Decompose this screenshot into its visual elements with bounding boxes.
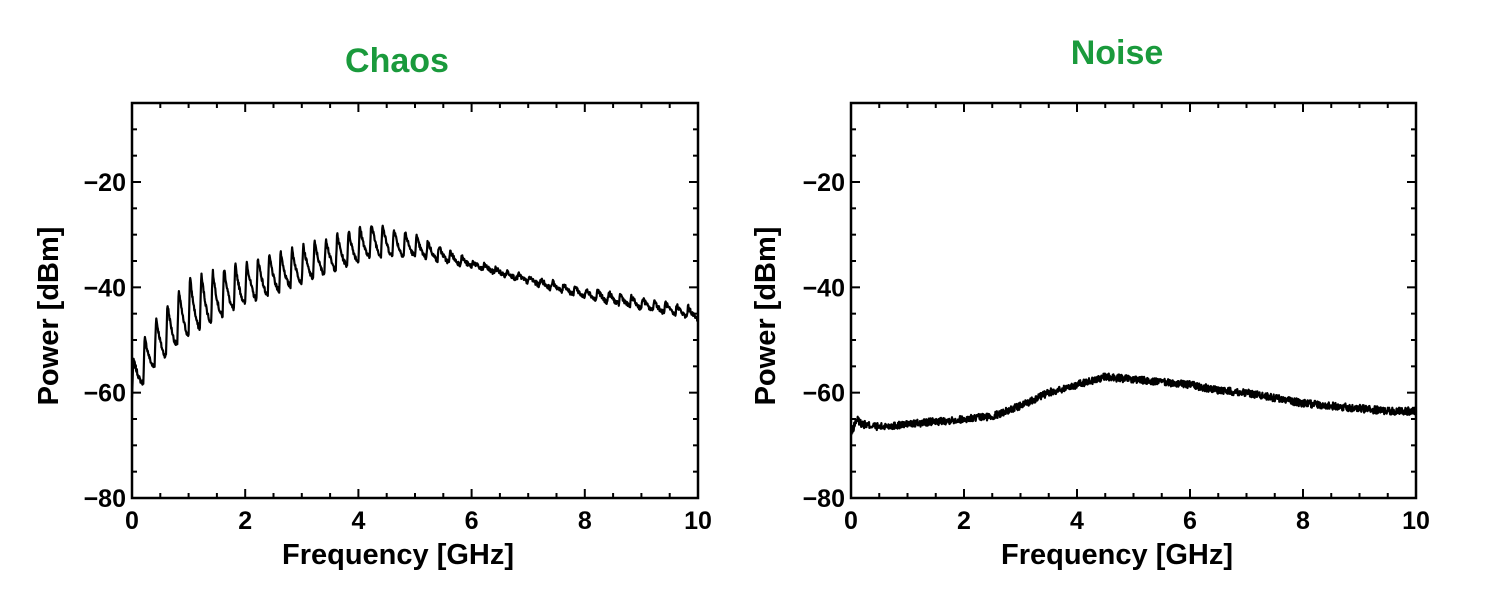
noise-plot-frame — [849, 101, 1418, 500]
chaos-ticks — [131, 102, 699, 499]
y-tick-label: −40 — [84, 274, 126, 302]
y-tick-label: −20 — [84, 169, 126, 197]
x-tick-label: 0 — [125, 507, 139, 535]
x-tick-label: 2 — [238, 507, 252, 535]
chaos-tick-labels: 0 2 4 6 8 10 −80 −60 −40 −20 — [84, 169, 712, 535]
chaos-spectrum-line — [130, 224, 700, 398]
y-tick-label: −60 — [84, 380, 126, 408]
noise-panel: Noise 0 2 4 6 8 10 −80 −60 −40 −20 Frequency [GHz… — [750, 34, 1430, 571]
chaos-trace — [130, 224, 700, 398]
noise-ticks — [850, 102, 1417, 499]
x-tick-label: 0 — [844, 507, 858, 535]
x-tick-label: 6 — [1183, 507, 1197, 535]
y-tick-label: −40 — [803, 274, 845, 302]
y-tick-label: −80 — [84, 485, 126, 513]
x-tick-label: 4 — [351, 507, 365, 535]
x-tick-label: 2 — [957, 507, 971, 535]
noise-tick-labels: 0 2 4 6 8 10 −80 −60 −40 −20 — [803, 169, 1430, 535]
chaos-title: Chaos — [345, 42, 449, 80]
noise-x-axis-label: Frequency [GHz] — [1001, 539, 1233, 571]
x-tick-label: 4 — [1070, 507, 1084, 535]
noise-trace — [849, 372, 1418, 436]
chaos-x-axis-label: Frequency [GHz] — [282, 539, 514, 571]
noise-title: Noise — [1071, 34, 1164, 72]
y-tick-label: −80 — [803, 485, 845, 513]
x-tick-label: 6 — [465, 507, 479, 535]
chaos-panel: Chaos 0 2 4 6 8 10 −80 −60 −40 −20 Frequency [GHz… — [33, 42, 712, 571]
y-tick-label: −20 — [803, 169, 845, 197]
x-tick-label: 8 — [578, 507, 592, 535]
noise-y-axis-label: Power [dBm] — [750, 227, 782, 406]
x-tick-label: 8 — [1296, 507, 1310, 535]
x-tick-label: 10 — [1402, 507, 1430, 535]
chaos-y-axis-label: Power [dBm] — [33, 227, 65, 406]
y-tick-label: −60 — [803, 380, 845, 408]
x-tick-label: 10 — [684, 507, 712, 535]
noise-spectrum-line — [849, 372, 1418, 436]
